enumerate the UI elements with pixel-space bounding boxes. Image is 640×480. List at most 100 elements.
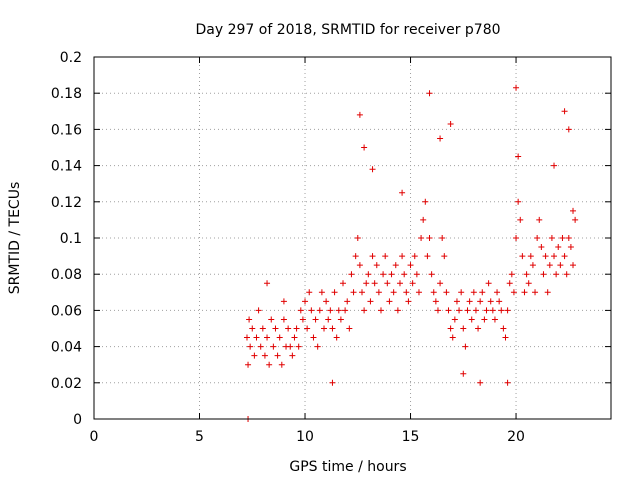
data-point: [525, 280, 532, 287]
data-point: [456, 307, 463, 314]
data-point: [453, 298, 460, 305]
data-point: [396, 280, 403, 287]
data-point: [274, 352, 281, 359]
data-point: [388, 271, 395, 278]
data-point: [447, 120, 454, 127]
data-point: [424, 253, 431, 260]
data-point: [390, 289, 397, 296]
data-point: [246, 316, 253, 323]
data-point: [500, 325, 507, 332]
data-point: [354, 235, 361, 241]
data-point: [542, 253, 549, 260]
data-point: [299, 316, 306, 323]
data-point: [565, 126, 572, 133]
y-tick-label: 0.14: [51, 159, 82, 175]
data-point: [559, 235, 566, 241]
data-point: [257, 343, 264, 350]
y-tick-label: 0.02: [51, 376, 82, 392]
data-point: [464, 307, 471, 314]
data-point: [561, 253, 568, 260]
data-point: [243, 334, 250, 341]
data-point: [302, 298, 309, 305]
data-point: [563, 271, 570, 278]
data-point: [513, 84, 520, 91]
data-point: [365, 271, 372, 278]
x-tick-label: 5: [195, 429, 204, 445]
data-point: [418, 235, 425, 241]
data-point: [561, 108, 568, 115]
data-point: [437, 280, 444, 287]
data-point: [356, 262, 363, 269]
data-point: [521, 289, 528, 296]
data-point: [361, 144, 368, 151]
data-point: [519, 253, 526, 260]
data-point: [523, 271, 530, 278]
data-point: [375, 289, 382, 296]
data-point: [399, 253, 406, 260]
data-point: [466, 298, 473, 305]
data-point: [270, 343, 277, 350]
data-point: [251, 352, 258, 359]
data-point: [304, 325, 311, 332]
data-point: [386, 298, 393, 305]
data-point: [361, 307, 368, 314]
data-point: [510, 289, 517, 296]
data-point: [557, 262, 564, 269]
x-tick-label: 10: [296, 429, 314, 445]
data-point: [570, 207, 577, 214]
data-point: [485, 280, 492, 287]
data-point: [394, 307, 401, 314]
data-point: [247, 343, 254, 350]
data-point: [430, 289, 437, 296]
data-point: [540, 271, 547, 278]
data-point: [513, 235, 520, 241]
x-tick-label: 15: [402, 429, 420, 445]
plot-frame: [93, 56, 612, 420]
data-point: [426, 90, 433, 97]
data-point: [415, 289, 422, 296]
data-point: [504, 379, 511, 386]
data-point: [405, 298, 412, 305]
data-point: [555, 244, 562, 251]
y-tick-label: 0.16: [51, 122, 82, 138]
data-point: [422, 198, 429, 205]
data-point: [544, 289, 551, 296]
data-point: [340, 280, 347, 287]
data-point: [460, 325, 467, 332]
data-point: [458, 289, 465, 296]
y-axis-label: SRMTID / TECUs: [7, 182, 23, 295]
data-point: [572, 216, 579, 223]
data-point: [253, 334, 260, 341]
data-point: [477, 379, 484, 386]
data-point: [496, 298, 503, 305]
data-point: [462, 343, 469, 350]
data-point: [434, 307, 441, 314]
x-axis-ticks: 0 5 10 15 20: [90, 57, 525, 445]
y-tick-label: 0.08: [51, 267, 82, 283]
data-point: [515, 198, 522, 205]
data-point: [472, 307, 479, 314]
data-point: [384, 280, 391, 287]
data-point: [401, 271, 408, 278]
data-point: [264, 334, 271, 341]
data-point: [287, 343, 294, 350]
data-point: [314, 343, 321, 350]
data-point: [373, 262, 380, 269]
data-point: [502, 334, 509, 341]
data-point: [331, 289, 338, 296]
data-point: [352, 253, 359, 260]
y-tick-label: 0.18: [51, 86, 82, 102]
data-point: [316, 307, 323, 314]
data-point: [447, 325, 454, 332]
data-point: [295, 343, 302, 350]
data-point: [344, 298, 351, 305]
data-point: [409, 280, 416, 287]
data-point: [470, 289, 477, 296]
x-tick-label: 20: [507, 429, 525, 445]
grid-lines: [94, 57, 611, 419]
data-point: [534, 235, 541, 241]
data-point: [369, 166, 376, 173]
data-point: [498, 307, 505, 314]
data-point: [548, 235, 555, 241]
data-point: [551, 253, 558, 260]
